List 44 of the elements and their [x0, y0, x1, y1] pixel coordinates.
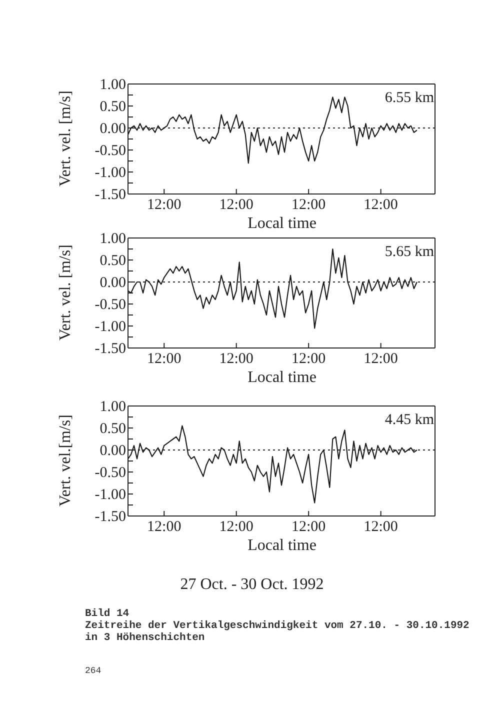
x-tick-label: 12:00: [292, 351, 326, 367]
x-tick-label: 12:00: [219, 351, 254, 367]
x-tick-label: 12:00: [147, 519, 182, 535]
text: Bild 14: [85, 608, 130, 620]
annotation: 4.45 km: [384, 412, 434, 429]
y-tick-label: 1.00: [100, 399, 126, 415]
x-tick-label: 12:00: [147, 197, 182, 213]
y-axis-title: Vert. vel.[m/s]: [57, 414, 74, 506]
x-tick-label: 12:00: [364, 351, 398, 367]
text: Zeitreihe der Vertikalgeschwindigkeit vom 27.10. - 30.10.1992: [85, 620, 470, 632]
x-tick-label: 12:00: [147, 351, 182, 367]
text: 27 Oct. - 30 Oct. 1992: [179, 576, 325, 594]
y-tick-label: 0.50: [100, 99, 126, 115]
y-tick-label: 0.50: [100, 421, 126, 437]
y-axis-title: Vert. vel. [m/s]: [57, 90, 74, 186]
x-axis-title: Local time: [246, 536, 318, 555]
y-tick-label: 1.00: [100, 77, 126, 93]
y-tick-label: -0.50: [94, 143, 126, 159]
x-tick-label: 12:00: [364, 197, 398, 213]
y-tick-label: -1.50: [94, 509, 126, 525]
y-tick-label: -1.50: [94, 341, 126, 357]
x-tick-label: 12:00: [219, 519, 254, 535]
y-axis-title: Vert. vel. [m/s]: [57, 244, 74, 340]
x-tick-label: 12:00: [364, 519, 398, 535]
x-axis-title: Local time: [246, 214, 318, 233]
y-tick-label: 0.00: [100, 121, 126, 137]
x-tick-label: 12:00: [292, 519, 326, 535]
y-tick-label: 1.00: [100, 231, 126, 247]
y-tick-label: -1.50: [94, 187, 126, 203]
y-tick-label: 0.00: [100, 443, 126, 459]
text: in 3 Höhenschichten: [85, 632, 206, 644]
text: 264: [85, 666, 102, 676]
y-tick-label: -1.00: [94, 487, 126, 503]
y-tick-label: -1.00: [94, 165, 126, 181]
annotation: 5.65 km: [384, 244, 434, 261]
x-tick-label: 12:00: [219, 197, 254, 213]
y-tick-label: 0.00: [100, 275, 126, 291]
y-tick-label: 0.50: [100, 253, 126, 269]
annotation: 6.55 km: [384, 90, 434, 107]
y-tick-label: -0.50: [94, 465, 126, 481]
y-tick-label: -0.50: [94, 297, 126, 313]
x-axis-title: Local time: [246, 368, 318, 387]
y-tick-label: -1.00: [94, 319, 126, 335]
x-tick-label: 12:00: [292, 197, 326, 213]
